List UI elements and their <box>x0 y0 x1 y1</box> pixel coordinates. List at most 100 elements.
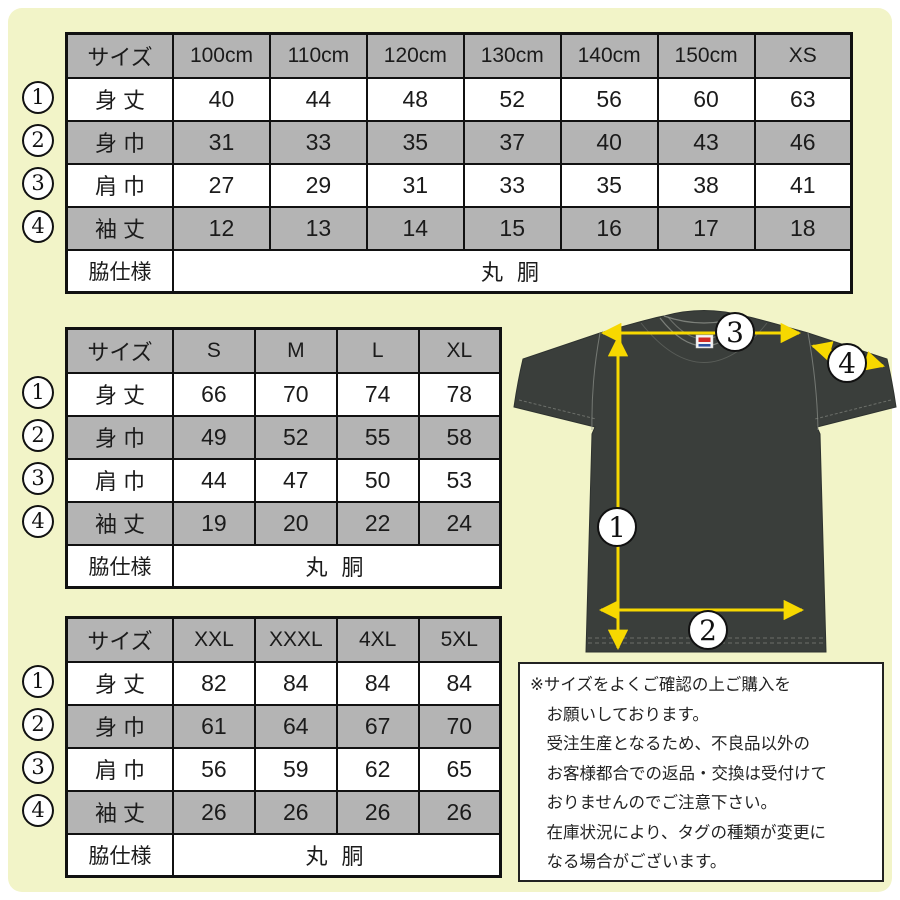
column-header: XL <box>417 327 502 374</box>
column-header: 110cm <box>268 32 368 79</box>
row-label: 肩 巾 <box>65 457 174 503</box>
measurement-cell: 50 <box>335 457 420 503</box>
note-line: お客様都合での返品・交換は受付けて <box>546 764 828 783</box>
measurement-cell: 24 <box>417 500 502 546</box>
note-line: なる場合がございます。 <box>546 853 727 871</box>
measurement-cell: 82 <box>172 660 256 706</box>
measurement-cell: 18 <box>753 205 853 251</box>
column-header: 120cm <box>365 32 465 79</box>
row-marker-2: 2 <box>22 708 54 741</box>
measurement-cell: 65 <box>417 746 502 792</box>
measurement-cell: 70 <box>417 703 502 749</box>
measurement-cell: 27 <box>172 162 271 208</box>
measurement-cell: 26 <box>253 789 338 835</box>
measurement-cell: 59 <box>253 746 338 792</box>
measurement-cell: 16 <box>559 205 659 251</box>
marker-2: 2 <box>699 614 717 647</box>
row-marker-rail: 1 2 3 4 <box>22 327 54 543</box>
note-line: おりませんのでご注意下さい。 <box>546 794 778 812</box>
row-marker-3: 3 <box>22 751 54 784</box>
footer-value: 丸 胴 <box>172 543 502 589</box>
marker-circle-1 <box>597 507 637 547</box>
note-line: 受注生産となるため、不良品以外の <box>546 735 811 753</box>
row-label: 身 巾 <box>65 414 174 460</box>
measurement-cell: 53 <box>417 457 502 503</box>
marker-circle-3 <box>715 312 755 352</box>
size-table-adult: 1 2 3 4 サイズ S M L XL 身 丈 66 70 74 78 身 巾 49 52 55 58 肩 巾 44… <box>22 327 502 589</box>
note-line: 在庫状況により、タグの種類が変更に <box>546 823 827 842</box>
row-label: 身 丈 <box>65 371 174 417</box>
measurement-cell: 33 <box>462 162 562 208</box>
column-header: 4XL <box>335 616 420 663</box>
measurement-cell: 31 <box>172 119 271 165</box>
column-header: 130cm <box>462 32 562 79</box>
size-header-cell: サイズ <box>65 327 174 374</box>
measurement-cell: 58 <box>417 414 502 460</box>
row-label: 肩 巾 <box>65 162 174 208</box>
measurement-cell: 64 <box>253 703 338 749</box>
measurement-cell: 52 <box>253 414 338 460</box>
measurement-cell: 26 <box>417 789 502 835</box>
measurement-cell: 56 <box>559 76 659 122</box>
row-label: 袖 丈 <box>65 789 174 835</box>
measurement-cell: 49 <box>172 414 256 460</box>
measurement-cell: 44 <box>268 76 368 122</box>
row-marker-4: 4 <box>22 505 54 538</box>
measurement-cell: 84 <box>253 660 338 706</box>
row-marker-1: 1 <box>22 81 54 114</box>
row-marker-1: 1 <box>22 665 54 698</box>
row-marker-rail: 1 2 3 4 <box>22 616 54 832</box>
measurement-cell: 38 <box>656 162 756 208</box>
measurement-cell: 66 <box>172 371 256 417</box>
size-header-cell: サイズ <box>65 616 174 663</box>
diagram-markers: 3 4 1 2 <box>597 312 867 650</box>
measurement-cell: 84 <box>417 660 502 706</box>
row-marker-2: 2 <box>22 419 54 452</box>
column-header: 100cm <box>172 32 271 79</box>
row-label: 身 丈 <box>65 660 174 706</box>
column-header: S <box>172 327 256 374</box>
row-label: 肩 巾 <box>65 746 174 792</box>
row-label: 袖 丈 <box>65 205 174 251</box>
measurement-cell: 41 <box>753 162 853 208</box>
row-marker-4: 4 <box>22 794 54 827</box>
size-table: サイズ S M L XL 身 丈 66 70 74 78 身 巾 49 52 55 58 肩 巾 44 47 50 5… <box>65 327 502 589</box>
column-header: 140cm <box>559 32 659 79</box>
measurement-cell: 31 <box>365 162 465 208</box>
note-line: ※サイズをよくご確認の上ご購入を <box>530 676 791 694</box>
measurement-cell: 40 <box>172 76 271 122</box>
neck-tag <box>695 334 714 349</box>
measurement-cell: 17 <box>656 205 756 251</box>
measurement-cell: 12 <box>172 205 271 251</box>
measurement-cell: 55 <box>335 414 420 460</box>
measurement-cell: 33 <box>268 119 368 165</box>
measurement-cell: 37 <box>462 119 562 165</box>
row-marker-3: 3 <box>22 167 54 200</box>
measurement-cell: 62 <box>335 746 420 792</box>
measurement-cell: 22 <box>335 500 420 546</box>
column-header: M <box>253 327 338 374</box>
measurement-cell: 44 <box>172 457 256 503</box>
measurement-cell: 46 <box>753 119 853 165</box>
measurement-cell: 29 <box>268 162 368 208</box>
footer-label: 脇仕様 <box>65 543 174 589</box>
measurement-cell: 74 <box>335 371 420 417</box>
marker-3: 3 <box>726 316 744 349</box>
row-label: 身 巾 <box>65 119 174 165</box>
measurement-cell: 15 <box>462 205 562 251</box>
row-label: 身 丈 <box>65 76 174 122</box>
measurement-cell: 67 <box>335 703 420 749</box>
measurement-cell: 14 <box>365 205 465 251</box>
measurement-cell: 78 <box>417 371 502 417</box>
row-marker-2: 2 <box>22 124 54 157</box>
marker-circle-2 <box>688 610 728 650</box>
measurement-cell: 56 <box>172 746 256 792</box>
measurement-cell: 61 <box>172 703 256 749</box>
measurement-cell: 35 <box>365 119 465 165</box>
note-line: お願いしております。 <box>546 705 709 724</box>
measurement-cell: 40 <box>559 119 659 165</box>
measurement-cell: 52 <box>462 76 562 122</box>
